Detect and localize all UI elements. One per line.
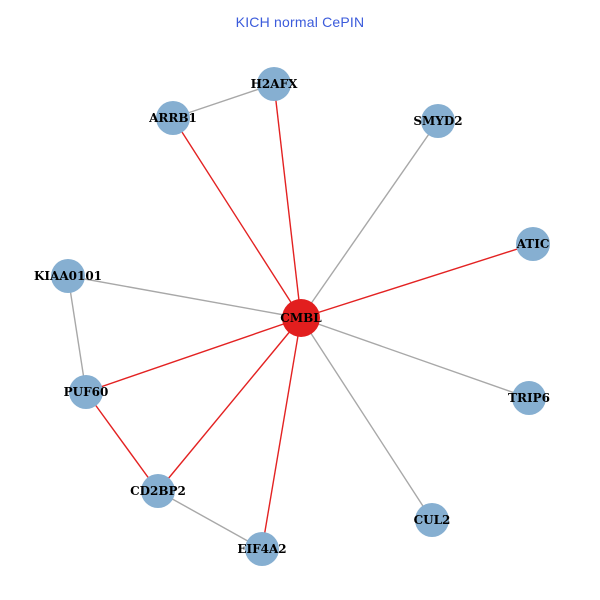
node-label-H2AFX: H2AFX	[251, 77, 299, 91]
node-label-TRIP6: TRIP6	[508, 391, 550, 405]
node-label-SMYD2: SMYD2	[413, 114, 462, 128]
node-SMYD2	[421, 104, 455, 138]
nodes-layer	[51, 67, 550, 566]
labels-layer: CMBL H2AFX ARRB1 SMYD2 ATIC TRIP6 CUL2 EIF4A2 CD…	[34, 77, 550, 556]
node-CMBL	[282, 299, 320, 337]
node-label-CUL2: CUL2	[414, 513, 451, 527]
node-TRIP6	[512, 381, 546, 415]
edge-PUF60-CD2BP2	[85, 391, 159, 492]
node-ARRB1	[156, 101, 190, 135]
edge-CMBL-KIAA0101	[67, 275, 302, 319]
node-CUL2	[415, 503, 449, 537]
node-label-CD2BP2: CD2BP2	[130, 484, 186, 498]
edge-CMBL-EIF4A2	[261, 317, 302, 550]
node-label-EIF4A2: EIF4A2	[237, 542, 286, 556]
edge-CMBL-ARRB1	[172, 117, 302, 319]
edge-CMBL-ATIC	[300, 243, 534, 319]
edge-CMBL-H2AFX	[273, 83, 302, 319]
node-label-ARRB1: ARRB1	[148, 111, 197, 125]
node-label-KIAA0101: KIAA0101	[34, 269, 102, 283]
edge-CD2BP2-EIF4A2	[157, 490, 263, 550]
edge-CMBL-PUF60	[85, 317, 302, 393]
node-label-PUF60: PUF60	[64, 385, 109, 399]
node-label-CMBL: CMBL	[280, 311, 322, 325]
node-label-ATIC: ATIC	[516, 237, 550, 251]
edge-CMBL-TRIP6	[300, 317, 530, 399]
edge-H2AFX-ARRB1	[172, 83, 275, 119]
edge-KIAA0101-PUF60	[67, 275, 87, 393]
node-CD2BP2	[141, 474, 175, 508]
node-ATIC	[516, 227, 550, 261]
node-PUF60	[69, 375, 103, 409]
edge-CMBL-SMYD2	[300, 120, 439, 319]
node-EIF4A2	[245, 532, 279, 566]
node-H2AFX	[257, 67, 291, 101]
edges-layer	[67, 83, 534, 550]
edge-CMBL-CUL2	[300, 317, 433, 521]
page-title: KICH normal CePIN	[235, 14, 365, 30]
node-KIAA0101	[51, 259, 85, 293]
edge-CMBL-CD2BP2	[157, 317, 302, 492]
